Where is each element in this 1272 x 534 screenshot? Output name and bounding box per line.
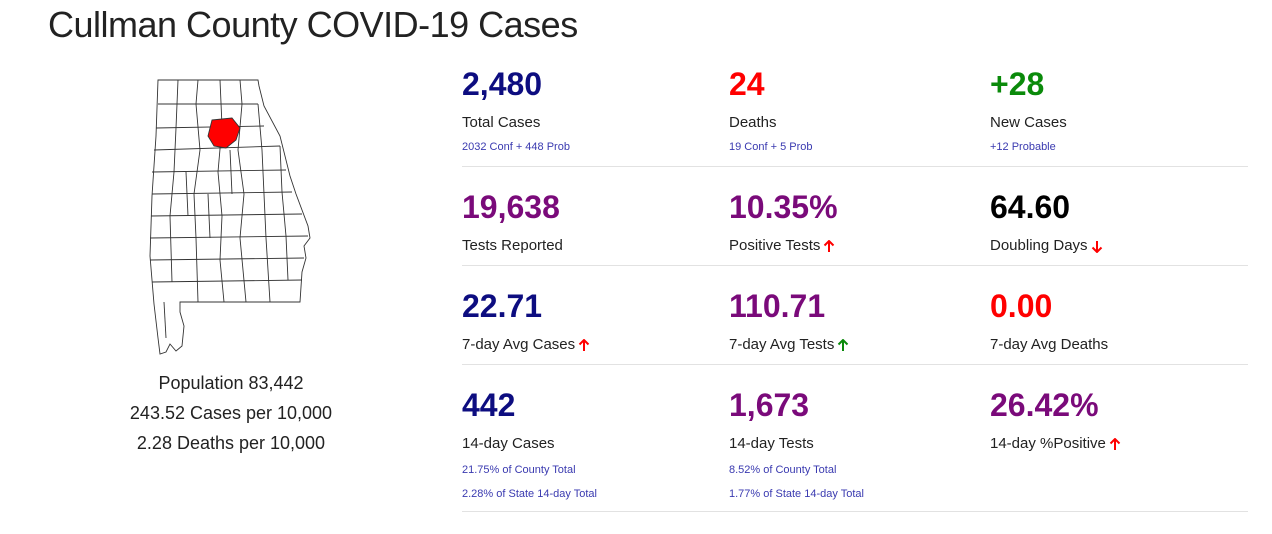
- stat-value: 1,673: [729, 387, 810, 423]
- stat-label: 7-day Avg Tests: [729, 336, 835, 353]
- alabama-county-map: [149, 79, 311, 355]
- stat-value: 24: [729, 66, 765, 102]
- stat-label: 14-day %Positive: [990, 435, 1106, 452]
- stats-row-3: 22.71 7-day Avg Cases 110.71 7-day Avg T…: [462, 266, 1248, 365]
- stat-sub-county: 8.52% of County Total: [729, 464, 837, 476]
- stat-label-wrap: 7-day Avg Tests: [729, 336, 849, 354]
- stats-row-4: 442 14-day Cases 21.75% of County Total …: [462, 365, 1248, 512]
- up-red-arrow-icon: [824, 239, 835, 252]
- up-red-arrow-icon: [1109, 437, 1121, 450]
- stat-sub-county: 21.75% of County Total: [462, 464, 576, 476]
- stat-sub: 2032 Conf + 448 Prob: [462, 141, 570, 153]
- stat-label: 7-day Avg Deaths: [990, 336, 1109, 353]
- stat-sub: 19 Conf + 5 Prob: [729, 141, 813, 153]
- stat-label-wrap: Positive Tests: [729, 237, 835, 255]
- stat-label-wrap: 7-day Avg Cases: [462, 336, 590, 354]
- county-summary: Population 83,442 243.52 Cases per 10,00…: [90, 368, 372, 458]
- stats-row-1: 2,480 Total Cases 2032 Conf + 448 Prob 2…: [462, 60, 1248, 167]
- stat-value: 26.42%: [990, 387, 1099, 423]
- stat-sub-state: 2.28% of State 14-day Total: [462, 488, 597, 500]
- stat-value: 2,480: [462, 66, 543, 102]
- stats-grid: 2,480 Total Cases 2032 Conf + 448 Prob 2…: [462, 60, 1248, 512]
- stat-value: 64.60: [990, 189, 1071, 225]
- stat-label-wrap: Doubling Days: [990, 237, 1103, 255]
- stat-label: 7-day Avg Cases: [462, 336, 576, 353]
- stat-label-wrap: 14-day %Positive: [990, 435, 1121, 453]
- stat-value: +28: [990, 66, 1045, 102]
- state-outline: [149, 79, 311, 355]
- stat-label: 14-day Tests: [729, 435, 814, 452]
- stat-value: 442: [462, 387, 516, 423]
- deaths-per-10k-text: 2.28 Deaths per 10,000: [136, 433, 326, 453]
- stat-value: 0.00: [990, 288, 1053, 324]
- stat-sub-state: 1.77% of State 14-day Total: [729, 488, 864, 500]
- stat-label: Doubling Days: [990, 237, 1088, 254]
- cases-per-10k-text: 243.52 Cases per 10,000: [129, 403, 333, 423]
- cullman-county-highlight: [207, 117, 241, 149]
- down-red-arrow-icon: [1091, 240, 1102, 253]
- stat-label: Deaths: [729, 114, 777, 131]
- stat-label: New Cases: [990, 114, 1067, 131]
- stat-label: Tests Reported: [462, 237, 563, 254]
- stat-value: 10.35%: [729, 189, 838, 225]
- page-title: Cullman County COVID-19 Cases: [48, 4, 578, 45]
- population-text: Population 83,442: [158, 373, 304, 393]
- stats-row-2: 19,638 Tests Reported 10.35% Positive Te…: [462, 167, 1248, 266]
- stat-value: 110.71: [729, 288, 826, 324]
- stat-value: 19,638: [462, 189, 560, 225]
- stat-sub: +12 Probable: [990, 141, 1056, 153]
- stat-label: Total Cases: [462, 114, 541, 131]
- up-green-arrow-icon: [838, 338, 849, 351]
- stat-value: 22.71: [462, 288, 543, 324]
- stat-label: Positive Tests: [729, 237, 821, 254]
- up-red-arrow-icon: [578, 338, 590, 351]
- stat-label: 14-day Cases: [462, 435, 555, 452]
